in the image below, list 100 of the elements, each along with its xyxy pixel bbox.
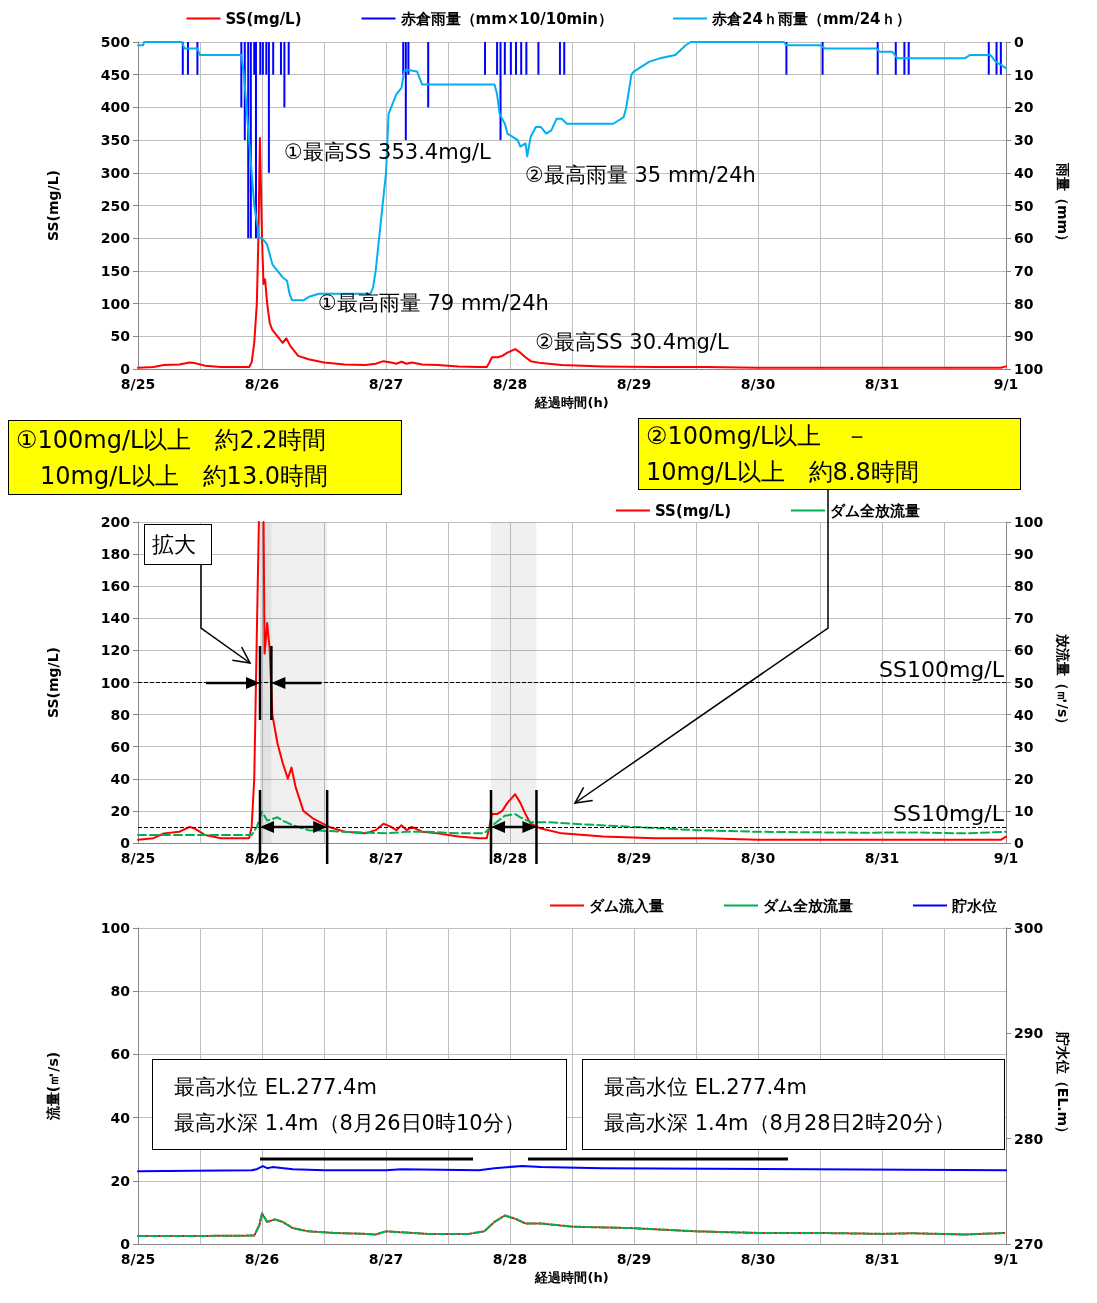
x-tick-label: 9/1: [993, 850, 1019, 866]
y-tick-label: 60: [110, 738, 131, 755]
y2-tick-label: 40: [1014, 164, 1034, 181]
y2-tick-label: 50: [1014, 197, 1034, 214]
y-tick-label: 20: [110, 802, 131, 819]
x-tick-label: 8/27: [368, 850, 404, 866]
y2-tick-label: 30: [1014, 738, 1034, 755]
y-axis-title: SS(mg/L): [45, 170, 61, 241]
x-tick-label: 8/28: [492, 850, 528, 866]
y2-axis-title: 放流量（㎥/s）: [1055, 632, 1071, 732]
y-tick-label: 180: [100, 546, 131, 563]
x-tick-label: 8/25: [120, 1251, 156, 1267]
x-tick-label: 8/28: [492, 376, 528, 392]
y2-tick-label: 290: [1014, 1025, 1044, 1042]
legend-label: 貯水位: [951, 896, 997, 915]
y2-tick-label: 60: [1014, 642, 1034, 659]
y2-tick-label: 20: [1014, 770, 1034, 787]
x-tick-label: 8/27: [368, 1251, 404, 1267]
x-tick-label: 8/31: [864, 376, 900, 392]
y-tick-label: 300: [100, 164, 131, 181]
legend-label: SS(mg/L): [654, 501, 732, 520]
y-tick-label: 0: [120, 1236, 131, 1252]
y-tick-label: 350: [100, 132, 131, 149]
legend-label: 赤倉24ｈ雨量（mm/24ｈ）: [711, 9, 911, 28]
y2-tick-label: 300: [1014, 920, 1044, 936]
y2-tick-label: 30: [1014, 132, 1034, 149]
y-tick-label: 0: [120, 361, 131, 377]
y-tick-label: 450: [100, 66, 131, 83]
x-tick-label: 8/30: [740, 850, 776, 866]
annotation: 最高水位 EL.277.4m 最高水深 1.4m（8月28日2時20分）: [604, 1073, 955, 1137]
annotation: ①最高雨量 79 mm/24h: [318, 291, 549, 315]
y-tick-label: 80: [110, 706, 131, 723]
y-tick-label: 400: [100, 99, 131, 116]
y2-tick-label: 270: [1014, 1236, 1044, 1252]
y-tick-label: 250: [100, 197, 131, 214]
y-tick-label: 40: [110, 770, 131, 787]
y-tick-label: 100: [100, 920, 131, 936]
y2-tick-label: 10: [1014, 802, 1034, 819]
y2-tick-label: 70: [1014, 262, 1034, 279]
annotation: 最高水位 EL.277.4m 最高水深 1.4m（8月26日0時10分）: [174, 1073, 525, 1137]
y-tick-label: 150: [100, 262, 131, 279]
y2-tick-label: 20: [1014, 99, 1034, 116]
y-axis-title: 流量(㎥/s): [45, 1051, 61, 1122]
y-tick-label: 0: [120, 835, 131, 851]
x-tick-label: 8/25: [120, 376, 156, 392]
y-tick-label: 140: [100, 610, 131, 627]
y-tick-label: 80: [110, 983, 131, 1000]
y2-tick-label: 60: [1014, 230, 1034, 247]
y-tick-label: 20: [110, 1172, 131, 1189]
x-axis-title: 経過時間(h): [534, 1269, 609, 1285]
y-tick-label: 200: [100, 514, 131, 530]
legend-label: ダム全放流量: [830, 501, 920, 520]
y-tick-label: 200: [100, 230, 131, 247]
text: ①100mg/L以上 約2.2時間 10mg/L以上 約13.0時間: [16, 424, 329, 492]
y-axis-title: SS(mg/L): [45, 647, 61, 718]
y-tick-label: 100: [100, 295, 131, 312]
x-axis-title: 経過時間(h): [534, 394, 609, 410]
annotation: ②最高雨量 35 mm/24h: [525, 163, 756, 187]
y-tick-label: 500: [100, 34, 131, 50]
y2-tick-label: 80: [1014, 295, 1034, 312]
x-tick-label: 8/26: [244, 1251, 280, 1267]
x-tick-label: 8/26: [244, 376, 280, 392]
x-tick-label: 8/30: [740, 376, 776, 392]
y2-tick-label: 0: [1014, 34, 1024, 50]
x-tick-label: 8/31: [864, 850, 900, 866]
legend-label: SS(mg/L): [225, 9, 302, 28]
y-tick-label: 40: [110, 1109, 131, 1126]
x-tick-label: 8/31: [864, 1251, 900, 1267]
x-tick-label: 8/27: [368, 376, 404, 392]
x-tick-label: 8/29: [616, 850, 652, 866]
y2-tick-label: 10: [1014, 66, 1034, 83]
y2-tick-label: 90: [1014, 546, 1034, 563]
legend-label: ダム流入量: [589, 896, 664, 915]
y2-axis-title: 貯水位（EL.m）: [1055, 1030, 1071, 1141]
y2-tick-label: 40: [1014, 706, 1034, 723]
y-tick-label: 160: [100, 578, 131, 595]
y2-tick-label: 100: [1014, 361, 1044, 377]
y-tick-label: 120: [100, 642, 131, 659]
y2-tick-label: 280: [1014, 1130, 1044, 1147]
y2-tick-label: 80: [1014, 578, 1034, 595]
ref-line-label: SS10mg/L: [893, 801, 1005, 827]
x-tick-label: 9/1: [993, 376, 1019, 392]
annotation: ②最高SS 30.4mg/L: [535, 330, 729, 355]
y2-axis-title: 雨量（mm）: [1055, 161, 1071, 249]
y-tick-label: 60: [110, 1046, 131, 1063]
x-tick-label: 9/1: [993, 1251, 1019, 1267]
x-tick-label: 8/30: [740, 1251, 776, 1267]
text: ②100mg/L以上 － 10mg/L以上 約8.8時間: [646, 421, 919, 488]
x-tick-label: 8/29: [616, 376, 652, 392]
y2-tick-label: 0: [1014, 835, 1024, 851]
y2-tick-label: 100: [1014, 514, 1044, 530]
y-tick-label: 100: [100, 674, 131, 691]
x-tick-label: 8/25: [120, 850, 156, 866]
legend-label: 赤倉雨量（mm×10/10min）: [399, 9, 614, 28]
x-tick-label: 8/28: [492, 1251, 528, 1267]
legend-label: ダム全放流量: [763, 896, 853, 915]
x-tick-label: 8/29: [616, 1251, 652, 1267]
y2-tick-label: 70: [1014, 610, 1034, 627]
y2-tick-label: 50: [1014, 674, 1034, 691]
annotation: 拡大: [152, 530, 196, 559]
